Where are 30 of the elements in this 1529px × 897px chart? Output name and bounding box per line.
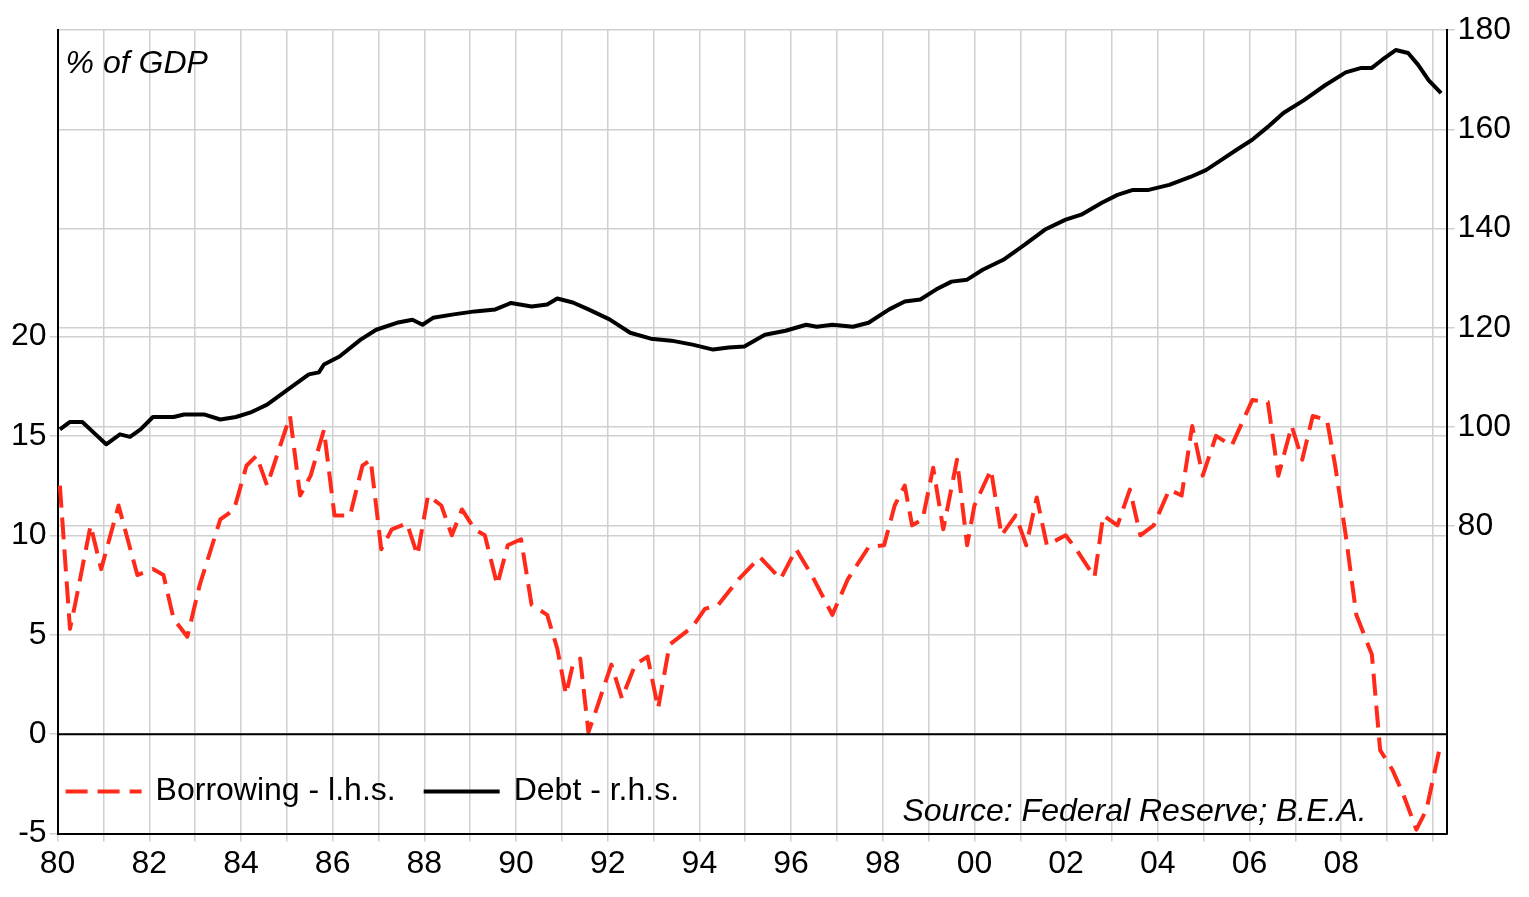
x-tick-label: 94	[681, 843, 718, 880]
y-tick-label: 20	[11, 316, 47, 353]
x-tick-label: 86	[314, 843, 351, 880]
x-tick-label: 04	[1140, 843, 1176, 880]
annotation: Source: Federal Reserve; B.E.A.	[902, 791, 1367, 828]
y-tick-label: 5	[28, 614, 47, 651]
y-tick-label: 10	[11, 515, 47, 552]
x-tick-label: 08	[1323, 843, 1359, 880]
x-tick-label: 90	[498, 843, 534, 880]
y-tick-label: 15	[11, 415, 47, 452]
x-tick-label: 06	[1231, 843, 1268, 880]
x-tick-label: 82	[131, 843, 168, 880]
x-tick-label: 84	[223, 843, 259, 880]
y2-tick-label: 160	[1457, 109, 1511, 146]
x-tick-label: 88	[406, 843, 443, 880]
legend-label: Debt - r.h.s.	[513, 771, 680, 808]
x-tick-label: 98	[864, 843, 901, 880]
y2-tick-label: 80	[1457, 505, 1494, 542]
y2-tick-label: 180	[1457, 10, 1511, 47]
annotation: % of GDP	[65, 44, 209, 81]
x-tick-label: 00	[956, 843, 993, 880]
x-tick-label: 96	[773, 843, 809, 880]
legend-label: Borrowing - l.h.s.	[155, 771, 396, 808]
y2-tick-label: 120	[1457, 307, 1511, 344]
y2-tick-label: 140	[1457, 208, 1511, 245]
line-series	[57, 398, 1442, 832]
x-tick-label: 02	[1048, 843, 1084, 880]
x-tick-label: 92	[589, 843, 626, 880]
y-tick-label: 0	[28, 714, 47, 750]
y2-tick-label: 100	[1457, 406, 1511, 443]
